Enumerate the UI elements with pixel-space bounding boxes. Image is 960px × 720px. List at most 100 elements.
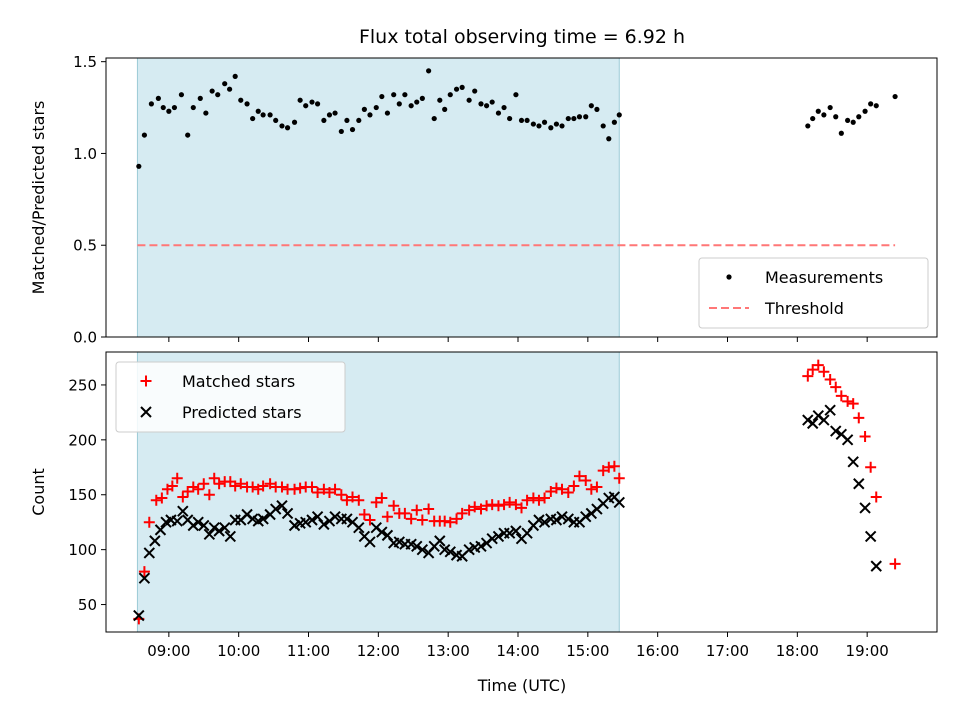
data-point — [606, 136, 612, 142]
data-point — [530, 121, 536, 127]
data-point — [830, 425, 842, 437]
legend-marker — [140, 406, 152, 418]
y-tick-label: 1.0 — [73, 145, 97, 163]
data-point — [370, 496, 382, 508]
y-tick-label: 0.5 — [73, 237, 97, 255]
data-point — [138, 572, 151, 584]
data-point — [224, 530, 237, 543]
data-point — [868, 101, 874, 107]
data-point — [853, 412, 865, 424]
data-point — [483, 103, 490, 109]
data-point — [513, 92, 519, 98]
data-point — [518, 117, 525, 124]
data-point — [516, 502, 527, 514]
data-point — [192, 483, 204, 495]
data-point — [550, 514, 563, 526]
data-point — [573, 470, 585, 482]
data-point — [588, 103, 594, 109]
data-point — [478, 101, 484, 107]
count-panel: 09:00 10:00 11:00 12:00 13:00 14:00 15:00 16:00… — [29, 351, 938, 660]
data-point — [434, 535, 446, 547]
data-point — [802, 414, 814, 426]
data-point — [835, 390, 847, 402]
ratio-panel: 0.0 0.5 1.0 1.5 Matched/Predicted stars Measu… — [29, 53, 938, 347]
data-point — [559, 123, 565, 129]
data-point — [864, 530, 877, 543]
data-point — [187, 519, 199, 532]
data-point — [227, 86, 233, 92]
y-tick-label: 200 — [68, 431, 97, 449]
data-point — [827, 104, 833, 111]
x-tick-label: 11:00 — [287, 642, 330, 660]
data-point — [329, 483, 341, 495]
y-tick-label: 100 — [68, 541, 97, 559]
data-point — [229, 480, 241, 492]
data-point — [616, 112, 622, 118]
data-point — [312, 487, 324, 499]
y-axis-label: Count — [29, 468, 48, 516]
data-point — [141, 132, 148, 138]
data-point — [541, 119, 548, 125]
data-point — [399, 507, 411, 519]
data-point — [349, 126, 356, 133]
data-point — [442, 106, 448, 112]
data-point — [439, 515, 451, 527]
data-point — [453, 86, 460, 92]
data-point — [568, 480, 580, 492]
data-point — [821, 112, 827, 118]
data-point — [267, 112, 273, 118]
data-point — [187, 481, 199, 493]
legend: Matched stars Predicted stars — [115, 361, 346, 433]
data-point — [859, 502, 871, 514]
data-point — [171, 472, 183, 484]
legend-box — [115, 361, 346, 433]
data-point — [244, 101, 250, 107]
data-point — [585, 483, 597, 495]
data-point — [156, 492, 168, 504]
data-point — [335, 489, 347, 501]
data-point — [388, 500, 400, 512]
data-point — [447, 92, 453, 98]
data-point — [562, 487, 574, 499]
x-tick-label: 14:00 — [496, 642, 539, 660]
data-point — [580, 510, 592, 523]
data-point — [166, 108, 172, 114]
data-point — [402, 92, 408, 98]
data-point — [501, 104, 507, 111]
legend: Measurements Threshold — [698, 257, 929, 329]
data-point — [481, 500, 493, 512]
data-point — [611, 119, 617, 125]
data-point — [892, 93, 898, 100]
data-point — [190, 104, 196, 111]
x-tick-label: 15:00 — [566, 642, 609, 660]
data-point — [498, 499, 510, 511]
x-axis-label: Time (UTC) — [477, 676, 566, 695]
data-point — [507, 115, 513, 122]
data-point — [143, 516, 155, 528]
data-point — [600, 123, 606, 129]
data-point — [463, 504, 475, 516]
data-point — [550, 482, 562, 494]
data-point — [613, 496, 625, 509]
data-point — [341, 494, 353, 506]
data-point — [847, 398, 859, 410]
data-point — [591, 481, 603, 493]
data-point — [276, 500, 288, 512]
data-point — [273, 117, 279, 124]
data-point — [203, 110, 209, 116]
data-point — [580, 474, 592, 486]
data-point — [171, 515, 183, 527]
data-point — [213, 525, 225, 537]
data-point — [503, 527, 516, 539]
data-point — [437, 97, 443, 103]
data-point — [381, 511, 393, 523]
data-point — [166, 480, 178, 492]
data-point — [833, 114, 839, 120]
series-measurements — [136, 68, 898, 169]
data-point — [469, 501, 481, 513]
data-point — [192, 516, 204, 528]
data-point — [297, 97, 303, 103]
y-tick-label: 1.5 — [73, 53, 97, 71]
data-point — [431, 115, 437, 122]
